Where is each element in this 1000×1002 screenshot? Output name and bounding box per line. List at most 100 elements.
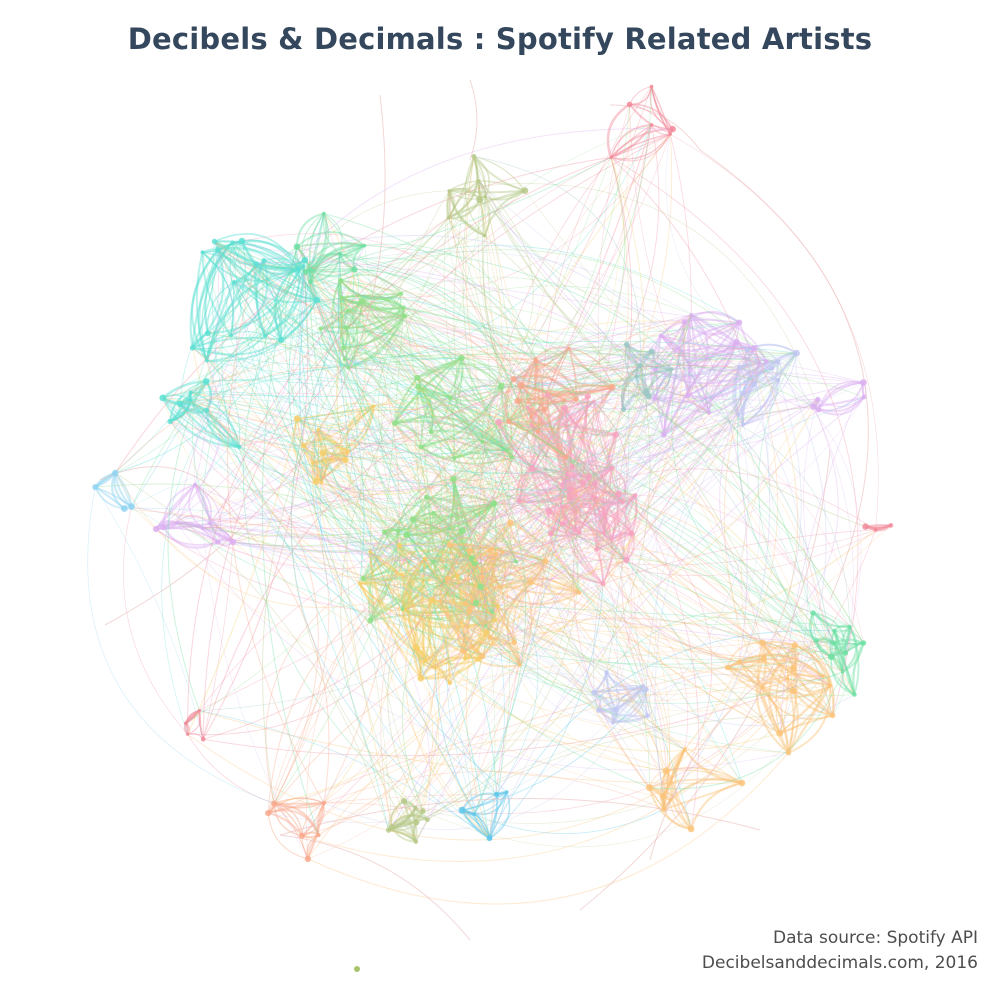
artist-link <box>255 260 266 337</box>
artist-node <box>649 123 654 127</box>
artist-link <box>401 557 473 610</box>
artist-link <box>361 300 636 496</box>
artist-link <box>261 246 320 836</box>
artist-link <box>124 508 580 594</box>
artist-link <box>267 553 496 814</box>
artist-link <box>457 396 589 577</box>
artist-link <box>310 253 341 283</box>
artist-link <box>723 393 763 688</box>
artist-link <box>201 251 300 282</box>
artist-link <box>447 156 475 219</box>
artist-link <box>648 369 673 398</box>
artist-link <box>207 268 300 335</box>
artist-link <box>534 358 545 432</box>
artist-link <box>595 496 633 534</box>
artist-link <box>434 656 466 669</box>
artist-link <box>316 299 604 585</box>
artist-link <box>481 581 532 657</box>
artist-node <box>634 374 639 379</box>
artist-link <box>202 527 614 723</box>
artist-link <box>452 478 482 588</box>
artist-link <box>448 190 486 237</box>
artist-link <box>205 296 537 382</box>
artist-link <box>515 536 612 562</box>
artist-link <box>343 315 406 349</box>
artist-node <box>776 378 781 383</box>
artist-link <box>684 749 742 784</box>
artist-node <box>641 684 646 688</box>
artist-link <box>406 534 475 565</box>
artist-link <box>707 361 760 414</box>
artist-link <box>190 347 755 397</box>
artist-link <box>179 403 240 449</box>
artist-link <box>479 199 489 236</box>
artist-link <box>526 406 572 490</box>
artist-link <box>741 360 779 425</box>
artist-link <box>634 495 700 829</box>
artist-link <box>678 321 710 414</box>
artist-link <box>759 362 819 411</box>
artist-link <box>421 426 850 628</box>
artist-node <box>414 374 421 381</box>
artist-link <box>399 542 459 577</box>
artist-link <box>566 400 595 475</box>
artist-link <box>640 364 672 370</box>
artist-link <box>506 157 626 451</box>
artist-link <box>618 493 814 614</box>
artist-link <box>232 241 318 301</box>
artist-link <box>500 386 763 644</box>
artist-node <box>322 211 326 216</box>
artist-link <box>406 534 473 561</box>
artist-link <box>447 190 486 237</box>
artist-link <box>630 495 638 534</box>
artist-link <box>238 446 441 602</box>
artist-node <box>319 449 327 457</box>
artist-link <box>394 394 451 424</box>
artist-link <box>494 553 532 584</box>
artist-link <box>297 408 855 695</box>
artist-node <box>339 295 344 301</box>
artist-link <box>370 619 496 627</box>
artist-link <box>341 297 797 355</box>
artist-link <box>312 462 436 669</box>
artist-link <box>192 347 241 448</box>
artist-link <box>480 576 496 621</box>
artist-link <box>114 366 510 474</box>
artist-link <box>833 630 856 695</box>
artist-link <box>448 190 486 198</box>
artist-link <box>486 434 616 633</box>
artist-link <box>481 548 493 657</box>
artist-link <box>647 424 761 717</box>
artist-link <box>476 553 497 638</box>
artist-link <box>274 802 324 805</box>
artist-link <box>461 357 522 389</box>
artist-link <box>468 610 595 693</box>
artist-node <box>395 528 401 534</box>
artist-link <box>742 360 779 394</box>
artist-link <box>593 691 615 723</box>
artist-link <box>206 360 760 387</box>
artist-link <box>362 531 386 579</box>
artist-link <box>131 506 492 549</box>
artist-link <box>453 452 513 459</box>
artist-link <box>508 393 577 422</box>
artist-link <box>761 686 784 734</box>
artist-link <box>491 548 506 588</box>
artist-link <box>611 495 638 541</box>
artist-link <box>312 439 593 497</box>
artist-link <box>162 397 458 581</box>
artist-link <box>562 492 619 508</box>
artist-link <box>420 437 508 451</box>
artist-link <box>616 493 628 561</box>
artist-link <box>430 431 508 460</box>
artist-link <box>322 452 440 823</box>
artist-link <box>362 300 511 626</box>
artist-link <box>399 545 466 659</box>
artist-link <box>402 601 478 620</box>
artist-link <box>345 315 406 329</box>
artist-link <box>316 299 507 451</box>
artist-link <box>494 378 514 504</box>
artist-link <box>481 551 503 578</box>
artist-link <box>179 265 304 404</box>
artist-link <box>315 450 349 482</box>
